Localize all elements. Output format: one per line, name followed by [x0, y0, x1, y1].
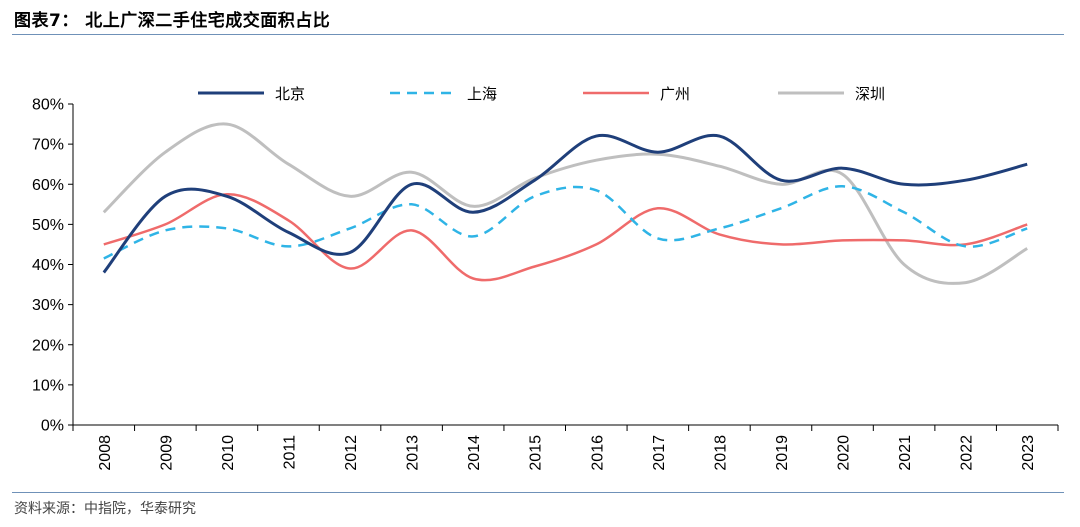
x-tick-label: 2016 [589, 435, 606, 471]
legend-label: 深圳 [855, 85, 885, 103]
x-tick-label: 2008 [97, 435, 114, 471]
y-tick-label: 10% [32, 377, 64, 394]
y-tick-label: 70% [32, 137, 64, 154]
x-tick-label: 2022 [959, 435, 976, 471]
y-tick-label: 30% [32, 297, 64, 314]
y-tick-label: 50% [32, 217, 64, 234]
x-tick-label: 2011 [281, 435, 298, 470]
x-tick-label: 2015 [528, 435, 545, 471]
legend-label: 上海 [467, 85, 497, 103]
x-tick-label: 2018 [712, 435, 729, 471]
x-tick-label: 2009 [158, 435, 175, 471]
source-note: 资料来源：中指院，华泰研究 [14, 498, 196, 518]
x-tick-label: 2013 [405, 435, 422, 471]
x-tick-label: 2014 [466, 435, 483, 471]
y-tick-label: 0% [41, 418, 64, 435]
source-divider [12, 492, 1064, 493]
y-tick-label: 20% [32, 337, 64, 354]
x-tick-label: 2019 [774, 435, 791, 471]
chart-legend: 北京 上海 广州 深圳 [198, 85, 885, 103]
x-tick-label: 2021 [897, 435, 914, 471]
legend-label: 北京 [275, 85, 305, 103]
x-tick-label: 2023 [1020, 435, 1037, 471]
series-line-3 [104, 194, 1027, 280]
x-tick-label: 2017 [651, 435, 668, 471]
y-tick-label: 80% [32, 97, 64, 114]
series-layer [104, 124, 1027, 284]
x-tick-label: 2020 [836, 435, 853, 471]
chart-axes: 0% 10% 20% 30% 40% 50% 60% 70% 80% 2008 2009 2010 20… [32, 97, 1058, 471]
legend-label: 广州 [660, 85, 690, 103]
y-tick-label: 60% [32, 177, 64, 194]
y-tick-label: 40% [32, 257, 64, 274]
x-tick-label: 2012 [343, 435, 360, 471]
x-tick-label: 2010 [220, 435, 237, 471]
